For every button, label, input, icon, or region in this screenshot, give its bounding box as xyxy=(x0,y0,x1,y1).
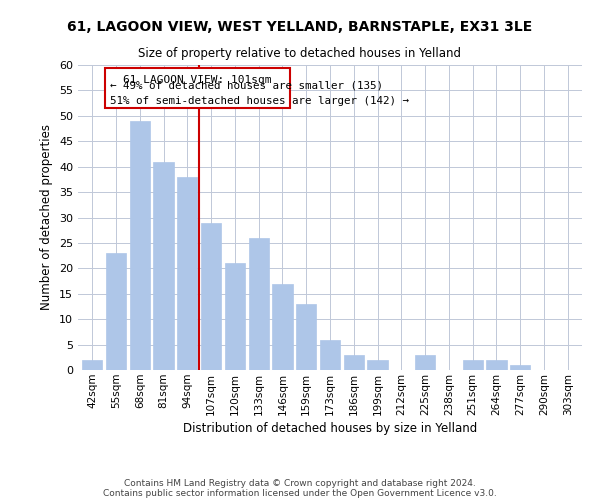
Bar xyxy=(82,360,103,370)
Bar xyxy=(225,263,245,370)
X-axis label: Distribution of detached houses by size in Yelland: Distribution of detached houses by size … xyxy=(183,422,477,435)
Bar xyxy=(415,355,435,370)
Text: 61, LAGOON VIEW, WEST YELLAND, BARNSTAPLE, EX31 3LE: 61, LAGOON VIEW, WEST YELLAND, BARNSTAPL… xyxy=(67,20,533,34)
Text: Size of property relative to detached houses in Yelland: Size of property relative to detached ho… xyxy=(139,48,461,60)
Bar xyxy=(154,162,173,370)
Bar xyxy=(177,177,197,370)
Bar xyxy=(248,238,269,370)
FancyBboxPatch shape xyxy=(106,68,290,108)
Text: 61 LAGOON VIEW: 101sqm: 61 LAGOON VIEW: 101sqm xyxy=(123,75,272,85)
Text: Contains HM Land Registry data © Crown copyright and database right 2024.: Contains HM Land Registry data © Crown c… xyxy=(124,478,476,488)
Bar xyxy=(296,304,316,370)
Bar xyxy=(510,365,530,370)
Bar xyxy=(463,360,483,370)
Bar xyxy=(201,222,221,370)
Bar xyxy=(367,360,388,370)
Bar xyxy=(344,355,364,370)
Text: 51% of semi-detached houses are larger (142) →: 51% of semi-detached houses are larger (… xyxy=(110,96,409,106)
Bar xyxy=(320,340,340,370)
Bar xyxy=(487,360,506,370)
Text: ← 49% of detached houses are smaller (135): ← 49% of detached houses are smaller (13… xyxy=(110,80,383,90)
Bar xyxy=(272,284,293,370)
Bar xyxy=(106,253,126,370)
Bar xyxy=(130,121,150,370)
Y-axis label: Number of detached properties: Number of detached properties xyxy=(40,124,53,310)
Text: Contains public sector information licensed under the Open Government Licence v3: Contains public sector information licen… xyxy=(103,488,497,498)
